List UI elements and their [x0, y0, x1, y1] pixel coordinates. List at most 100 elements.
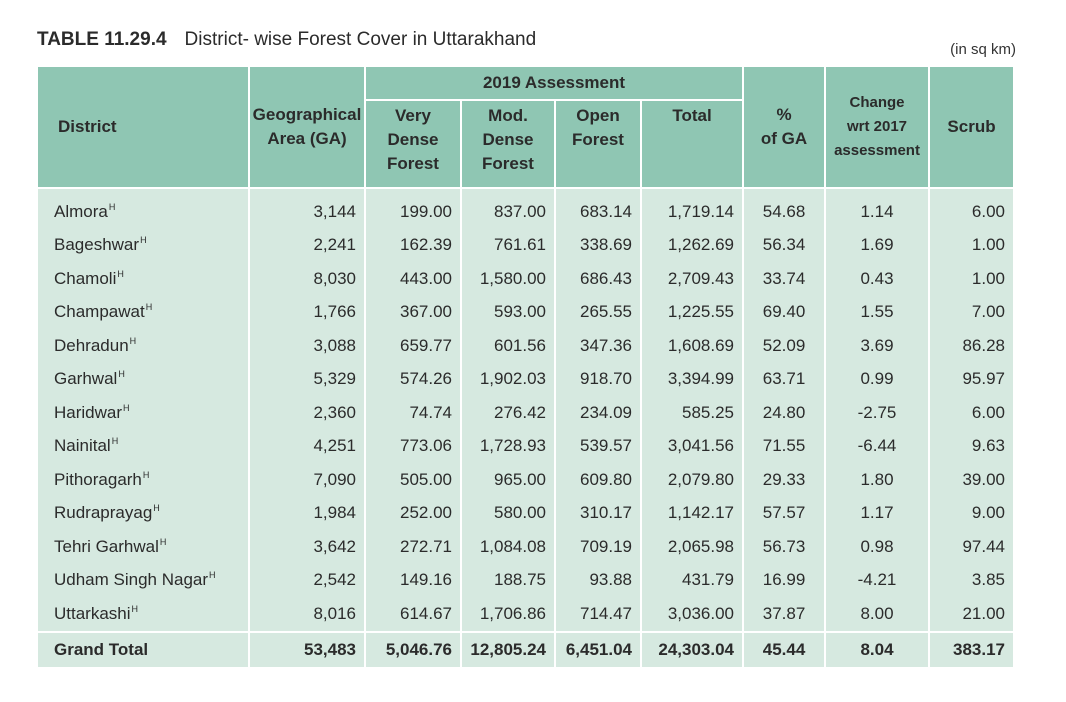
hill-district-mark: H: [117, 268, 124, 279]
district-cell: RudraprayagH: [36, 496, 250, 530]
district-cell: BageshwarH: [36, 228, 250, 262]
pct-cell: 37.87: [742, 597, 827, 632]
district-cell: Tehri GarhwalH: [36, 530, 250, 564]
table-row: UttarkashiH 8,016 614.67 1,706.86 714.47 3,03…: [36, 597, 1016, 632]
table-row: HaridwarH 2,360 74.74 276.42 234.09 585.25 24.…: [36, 396, 1016, 430]
scrub-cell: 39.00: [928, 463, 1016, 497]
total-cell: 1,608.69: [639, 329, 745, 363]
scrub-cell: 9.63: [928, 429, 1016, 463]
vdf-cell: 162.39: [364, 228, 462, 262]
ga-cell: 4,251: [248, 429, 366, 463]
total-total-cell: 24,303.04: [639, 630, 745, 669]
pct-cell: 69.40: [742, 295, 827, 329]
of-cell: 714.47: [554, 597, 642, 632]
pct-cell: 56.73: [742, 530, 827, 564]
district-cell: HaridwarH: [36, 396, 250, 430]
header-change: Change wrt 2017 assessment: [824, 65, 931, 189]
scrub-cell: 1.00: [928, 262, 1016, 296]
vdf-cell: 574.26: [364, 362, 462, 396]
change-cell: 0.98: [824, 530, 931, 564]
total-cell: 1,719.14: [639, 188, 745, 229]
mdf-cell: 1,084.08: [460, 530, 556, 564]
district-cell: PithoragarhH: [36, 463, 250, 497]
change-cell: -6.44: [824, 429, 931, 463]
total-ga-cell: 53,483: [248, 630, 366, 669]
total-of-cell: 6,451.04: [554, 630, 642, 669]
ga-cell: 3,088: [248, 329, 366, 363]
mdf-cell: 601.56: [460, 329, 556, 363]
ga-cell: 7,090: [248, 463, 366, 497]
of-cell: 310.17: [554, 496, 642, 530]
mdf-cell: 761.61: [460, 228, 556, 262]
mdf-cell: 965.00: [460, 463, 556, 497]
change-cell: 1.80: [824, 463, 931, 497]
table-row: AlmoraH 3,144 199.00 837.00 683.14 1,719.14 54…: [36, 188, 1016, 229]
vdf-cell: 614.67: [364, 597, 462, 632]
table-caption: TABLE 11.29.4 District- wise Forest Cover…: [37, 29, 536, 51]
change-cell: -2.75: [824, 396, 931, 430]
change-cell: 1.14: [824, 188, 931, 229]
mdf-cell: 837.00: [460, 188, 556, 229]
of-cell: 709.19: [554, 530, 642, 564]
total-cell: 2,709.43: [639, 262, 745, 296]
hill-district-mark: H: [209, 570, 216, 581]
unit-note: (in sq km): [950, 41, 1016, 58]
total-cell: 431.79: [639, 563, 745, 597]
district-cell: UttarkashiH: [36, 597, 250, 632]
ga-cell: 8,016: [248, 597, 366, 632]
of-cell: 93.88: [554, 563, 642, 597]
table-row: ChampawatH 1,766 367.00 593.00 265.55 1,225.5…: [36, 295, 1016, 329]
vdf-cell: 149.16: [364, 563, 462, 597]
header-very-dense-forest: Very Dense Forest: [364, 99, 462, 189]
scrub-cell: 7.00: [928, 295, 1016, 329]
scrub-cell: 6.00: [928, 396, 1016, 430]
total-cell: 2,079.80: [639, 463, 745, 497]
pct-cell: 16.99: [742, 563, 827, 597]
table-row: ChamoliH 8,030 443.00 1,580.00 686.43 2,709.4…: [36, 262, 1016, 296]
hill-district-mark: H: [159, 536, 167, 547]
pct-cell: 54.68: [742, 188, 827, 229]
vdf-cell: 505.00: [364, 463, 462, 497]
of-cell: 234.09: [554, 396, 642, 430]
hill-district-mark: H: [123, 402, 130, 413]
mdf-cell: 188.75: [460, 563, 556, 597]
change-cell: 1.55: [824, 295, 931, 329]
of-cell: 338.69: [554, 228, 642, 262]
pct-cell: 63.71: [742, 362, 827, 396]
mdf-cell: 276.42: [460, 396, 556, 430]
scrub-cell: 3.85: [928, 563, 1016, 597]
change-cell: 8.00: [824, 597, 931, 632]
scrub-cell: 97.44: [928, 530, 1016, 564]
header-open-forest: Open Forest: [554, 99, 642, 189]
total-scrub-cell: 383.17: [928, 630, 1016, 669]
hill-district-mark: H: [140, 235, 147, 246]
vdf-cell: 659.77: [364, 329, 462, 363]
total-cell: 2,065.98: [639, 530, 745, 564]
vdf-cell: 443.00: [364, 262, 462, 296]
ga-cell: 2,360: [248, 396, 366, 430]
hill-district-mark: H: [111, 436, 119, 447]
hill-district-mark: H: [145, 302, 153, 313]
mdf-cell: 1,728.93: [460, 429, 556, 463]
vdf-cell: 773.06: [364, 429, 462, 463]
ga-cell: 8,030: [248, 262, 366, 296]
change-cell: -4.21: [824, 563, 931, 597]
ga-cell: 1,984: [248, 496, 366, 530]
district-cell: ChamoliH: [36, 262, 250, 296]
of-cell: 347.36: [554, 329, 642, 363]
total-cell: 585.25: [639, 396, 745, 430]
district-cell: ChampawatH: [36, 295, 250, 329]
of-cell: 683.14: [554, 188, 642, 229]
pct-cell: 52.09: [742, 329, 827, 363]
header-scrub: Scrub: [928, 65, 1016, 189]
mdf-cell: 593.00: [460, 295, 556, 329]
of-cell: 609.80: [554, 463, 642, 497]
table-number: TABLE 11.29.4: [37, 29, 167, 50]
hill-district-mark: H: [142, 469, 150, 480]
of-cell: 686.43: [554, 262, 642, 296]
table-row: BageshwarH 2,241 162.39 761.61 338.69 1,262.6…: [36, 228, 1016, 262]
grand-total-label: Grand Total: [36, 630, 250, 669]
table-row: Udham Singh NagarH 2,542 149.16 188.75 93.88…: [36, 563, 1016, 597]
district-cell: GarhwalH: [36, 362, 250, 396]
total-cell: 3,041.56: [639, 429, 745, 463]
